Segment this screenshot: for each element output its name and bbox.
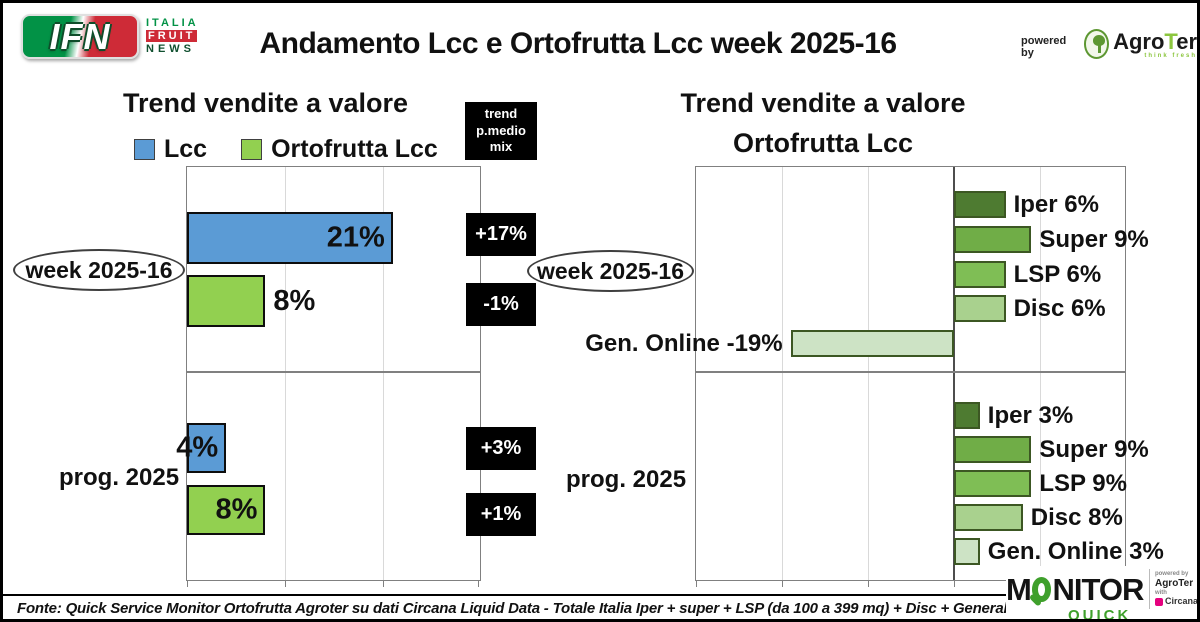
row-label-prog-left: prog. 2025 bbox=[59, 464, 180, 491]
bar-lsp-prog bbox=[954, 470, 1032, 497]
bar-ortofrutta-week bbox=[187, 275, 266, 327]
quick-wordmark: QUICK bbox=[1068, 607, 1132, 622]
trend-box-week-ortofrutta: -1% bbox=[466, 283, 536, 326]
agroter-tagline: think fresh bbox=[1144, 53, 1197, 59]
axis-tick bbox=[782, 580, 783, 587]
bar-disc-prog bbox=[954, 504, 1023, 531]
bar-value-label: Iper 6% bbox=[1013, 190, 1099, 218]
gridline bbox=[383, 167, 384, 580]
bar-gen-online-prog bbox=[954, 538, 980, 565]
trend-pmedio-mix-header: trend p.medio mix bbox=[465, 102, 537, 160]
trend-box-week-lcc: +17% bbox=[466, 213, 536, 256]
ifn-acronym: IFN bbox=[49, 15, 111, 57]
axis-tick bbox=[478, 580, 479, 587]
axis-tick bbox=[696, 580, 697, 587]
bar-value-label: Iper 3% bbox=[987, 401, 1074, 429]
right-chart-title-line1: Trend vendite a valore bbox=[680, 88, 966, 118]
ifn-wordmark: ITALIA FRUIT NEWS bbox=[146, 17, 199, 55]
bar-value-label: LSP 9% bbox=[1039, 469, 1127, 497]
powered-by-agroter: powered by AgroTer think fresh bbox=[1021, 23, 1197, 59]
trend-box-prog-ortofrutta: +1% bbox=[466, 493, 536, 536]
gridline bbox=[1040, 167, 1041, 580]
source-note: Fonte: Quick Service Monitor Ortofrutta … bbox=[17, 600, 1116, 617]
bar-value-label: 8% bbox=[215, 493, 258, 526]
bar-value-label: Super 9% bbox=[1039, 225, 1149, 253]
axis-tick bbox=[285, 580, 286, 587]
gridline bbox=[285, 167, 286, 580]
monitor-wordmark-m: M bbox=[1006, 571, 1032, 607]
bar-super-prog bbox=[954, 436, 1032, 463]
bar-value-label: Disc 6% bbox=[1013, 294, 1106, 322]
bar-value-label: Gen. Online 3% bbox=[987, 537, 1164, 565]
row-label-week-left: week 2025-16 bbox=[13, 249, 185, 291]
circana-icon bbox=[1154, 597, 1163, 606]
agroter-tree-icon bbox=[1083, 29, 1110, 59]
bar-disc-week bbox=[954, 295, 1006, 322]
category-separator bbox=[696, 371, 1125, 373]
bar-value-label: 21% bbox=[326, 221, 385, 254]
right-chart-plot: Iper 6% Super 9% LSP 6% Disc 6% Gen. Onl… bbox=[585, 166, 1164, 587]
monitor-wordmark-rest: NITOR bbox=[1052, 571, 1144, 607]
bar-value-label: LSP 6% bbox=[1013, 260, 1102, 288]
trend-box-prog-lcc: +3% bbox=[466, 427, 536, 470]
legend-label-lcc: Lcc bbox=[164, 135, 208, 163]
ifn-fruit-label: FRUIT bbox=[146, 30, 198, 42]
ifn-logo: IFN ITALIA FRUIT NEWS bbox=[21, 14, 199, 59]
magnifier-icon bbox=[1031, 576, 1052, 602]
bar-value-label: Disc 8% bbox=[1030, 503, 1123, 531]
gridline bbox=[782, 167, 783, 580]
row-label-prog-right: prog. 2025 bbox=[566, 466, 687, 493]
category-separator bbox=[187, 371, 480, 373]
logo-divider bbox=[1149, 569, 1150, 609]
bar-lsp-week bbox=[954, 261, 1006, 288]
axis-tick bbox=[187, 580, 188, 587]
powered-by-label: powered by bbox=[1021, 35, 1067, 59]
gridline bbox=[868, 167, 869, 580]
page-title: Andamento Lcc e Ortofrutta Lcc week 2025… bbox=[259, 27, 897, 60]
bar-iper-prog bbox=[954, 402, 980, 429]
row-label-week-right: week 2025-16 bbox=[527, 250, 694, 292]
legend-swatch-lcc bbox=[134, 139, 155, 160]
left-chart-legend: Lcc Ortofrutta Lcc bbox=[134, 135, 438, 164]
monitor-quick-logo: M NITOR powered by AgroTer with Circana … bbox=[1006, 566, 1198, 622]
right-chart-title-line2: Ortofrutta Lcc bbox=[732, 128, 913, 158]
bar-value-label: Super 9% bbox=[1039, 435, 1149, 463]
bar-ortofrutta-prog: 8% bbox=[187, 485, 266, 535]
legend-swatch-ortofrutta bbox=[241, 139, 263, 160]
agroter-wordmark: AgroTer think fresh bbox=[1113, 29, 1197, 60]
axis-tick bbox=[383, 580, 384, 587]
ifn-italia-label: ITALIA bbox=[146, 17, 199, 29]
legend-label-ortofrutta: Ortofrutta Lcc bbox=[271, 135, 438, 163]
zero-axis-line bbox=[953, 167, 955, 580]
bar-lcc-prog: 4% bbox=[176, 423, 227, 473]
bar-super-week bbox=[954, 226, 1032, 253]
ifn-badge: IFN bbox=[21, 14, 139, 59]
bar-value-label: 4% bbox=[176, 431, 219, 464]
bar-value-label: Gen. Online -19% bbox=[585, 329, 783, 357]
axis-tick bbox=[954, 580, 955, 587]
footer-divider bbox=[3, 594, 1197, 596]
bar-iper-week bbox=[954, 191, 1006, 218]
ifn-news-label: NEWS bbox=[146, 43, 195, 55]
monitor-powered-panel: powered by AgroTer with Circana bbox=[1154, 571, 1198, 607]
bar-lcc-week: 21% bbox=[187, 212, 393, 264]
bar-value-label: 8% bbox=[273, 284, 316, 317]
left-chart-title: Trend vendite a valore bbox=[122, 88, 409, 118]
bar-gen-online-week bbox=[790, 330, 954, 357]
left-chart-plot: 21% 8% 4% 8% bbox=[176, 166, 481, 587]
axis-tick bbox=[868, 580, 869, 587]
